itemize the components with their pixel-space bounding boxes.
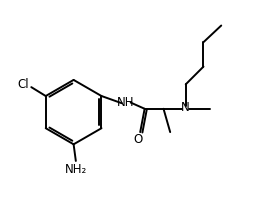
Text: O: O [134, 133, 143, 146]
Text: Cl: Cl [17, 78, 29, 91]
Text: N: N [181, 101, 190, 114]
Text: NH₂: NH₂ [65, 163, 87, 176]
Text: NH: NH [117, 96, 135, 109]
